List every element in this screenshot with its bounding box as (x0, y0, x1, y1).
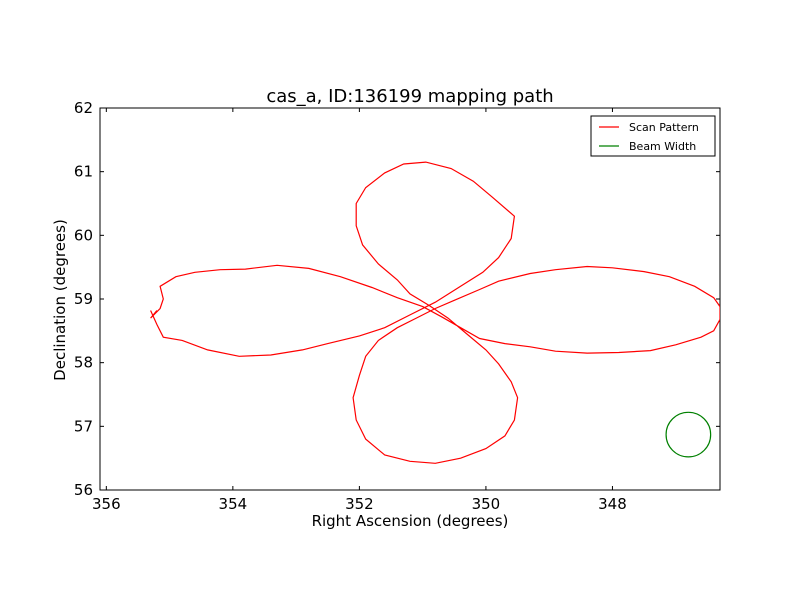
plot-area: 356 354 352 350 348 56 57 58 59 60 61 62 (74, 99, 721, 513)
y-tick-label: 62 (74, 99, 93, 117)
y-tick-label: 57 (74, 417, 93, 435)
x-tick-label: 348 (598, 495, 627, 513)
y-tick-label: 61 (74, 163, 93, 181)
legend-box (590, 115, 716, 157)
data-layer (150, 161, 720, 464)
y-axis-label: Declination (degrees) (51, 219, 69, 381)
x-tick-label: 352 (345, 495, 374, 513)
x-tick-label: 354 (219, 495, 248, 513)
legend-label-scan-pattern: Scan Pattern (629, 121, 699, 134)
x-axis-label: Right Ascension (degrees) (312, 512, 509, 530)
series-scan-pattern-line (150, 161, 720, 464)
x-tick-label: 350 (472, 495, 501, 513)
x-tick-label: 356 (92, 495, 121, 513)
legend: Scan Pattern Beam Width (590, 115, 716, 157)
y-tick-label: 56 (74, 481, 93, 499)
legend-label-beam-width: Beam Width (629, 140, 696, 153)
y-tick-label: 58 (74, 354, 93, 372)
series-beam-width-circle (665, 411, 712, 458)
chart-title: cas_a, ID:136199 mapping path (266, 86, 553, 107)
y-tick-label: 60 (74, 226, 93, 244)
y-tick-label: 59 (74, 290, 93, 308)
ticks-layer: 356 354 352 350 348 56 57 58 59 60 61 62 (74, 99, 720, 513)
